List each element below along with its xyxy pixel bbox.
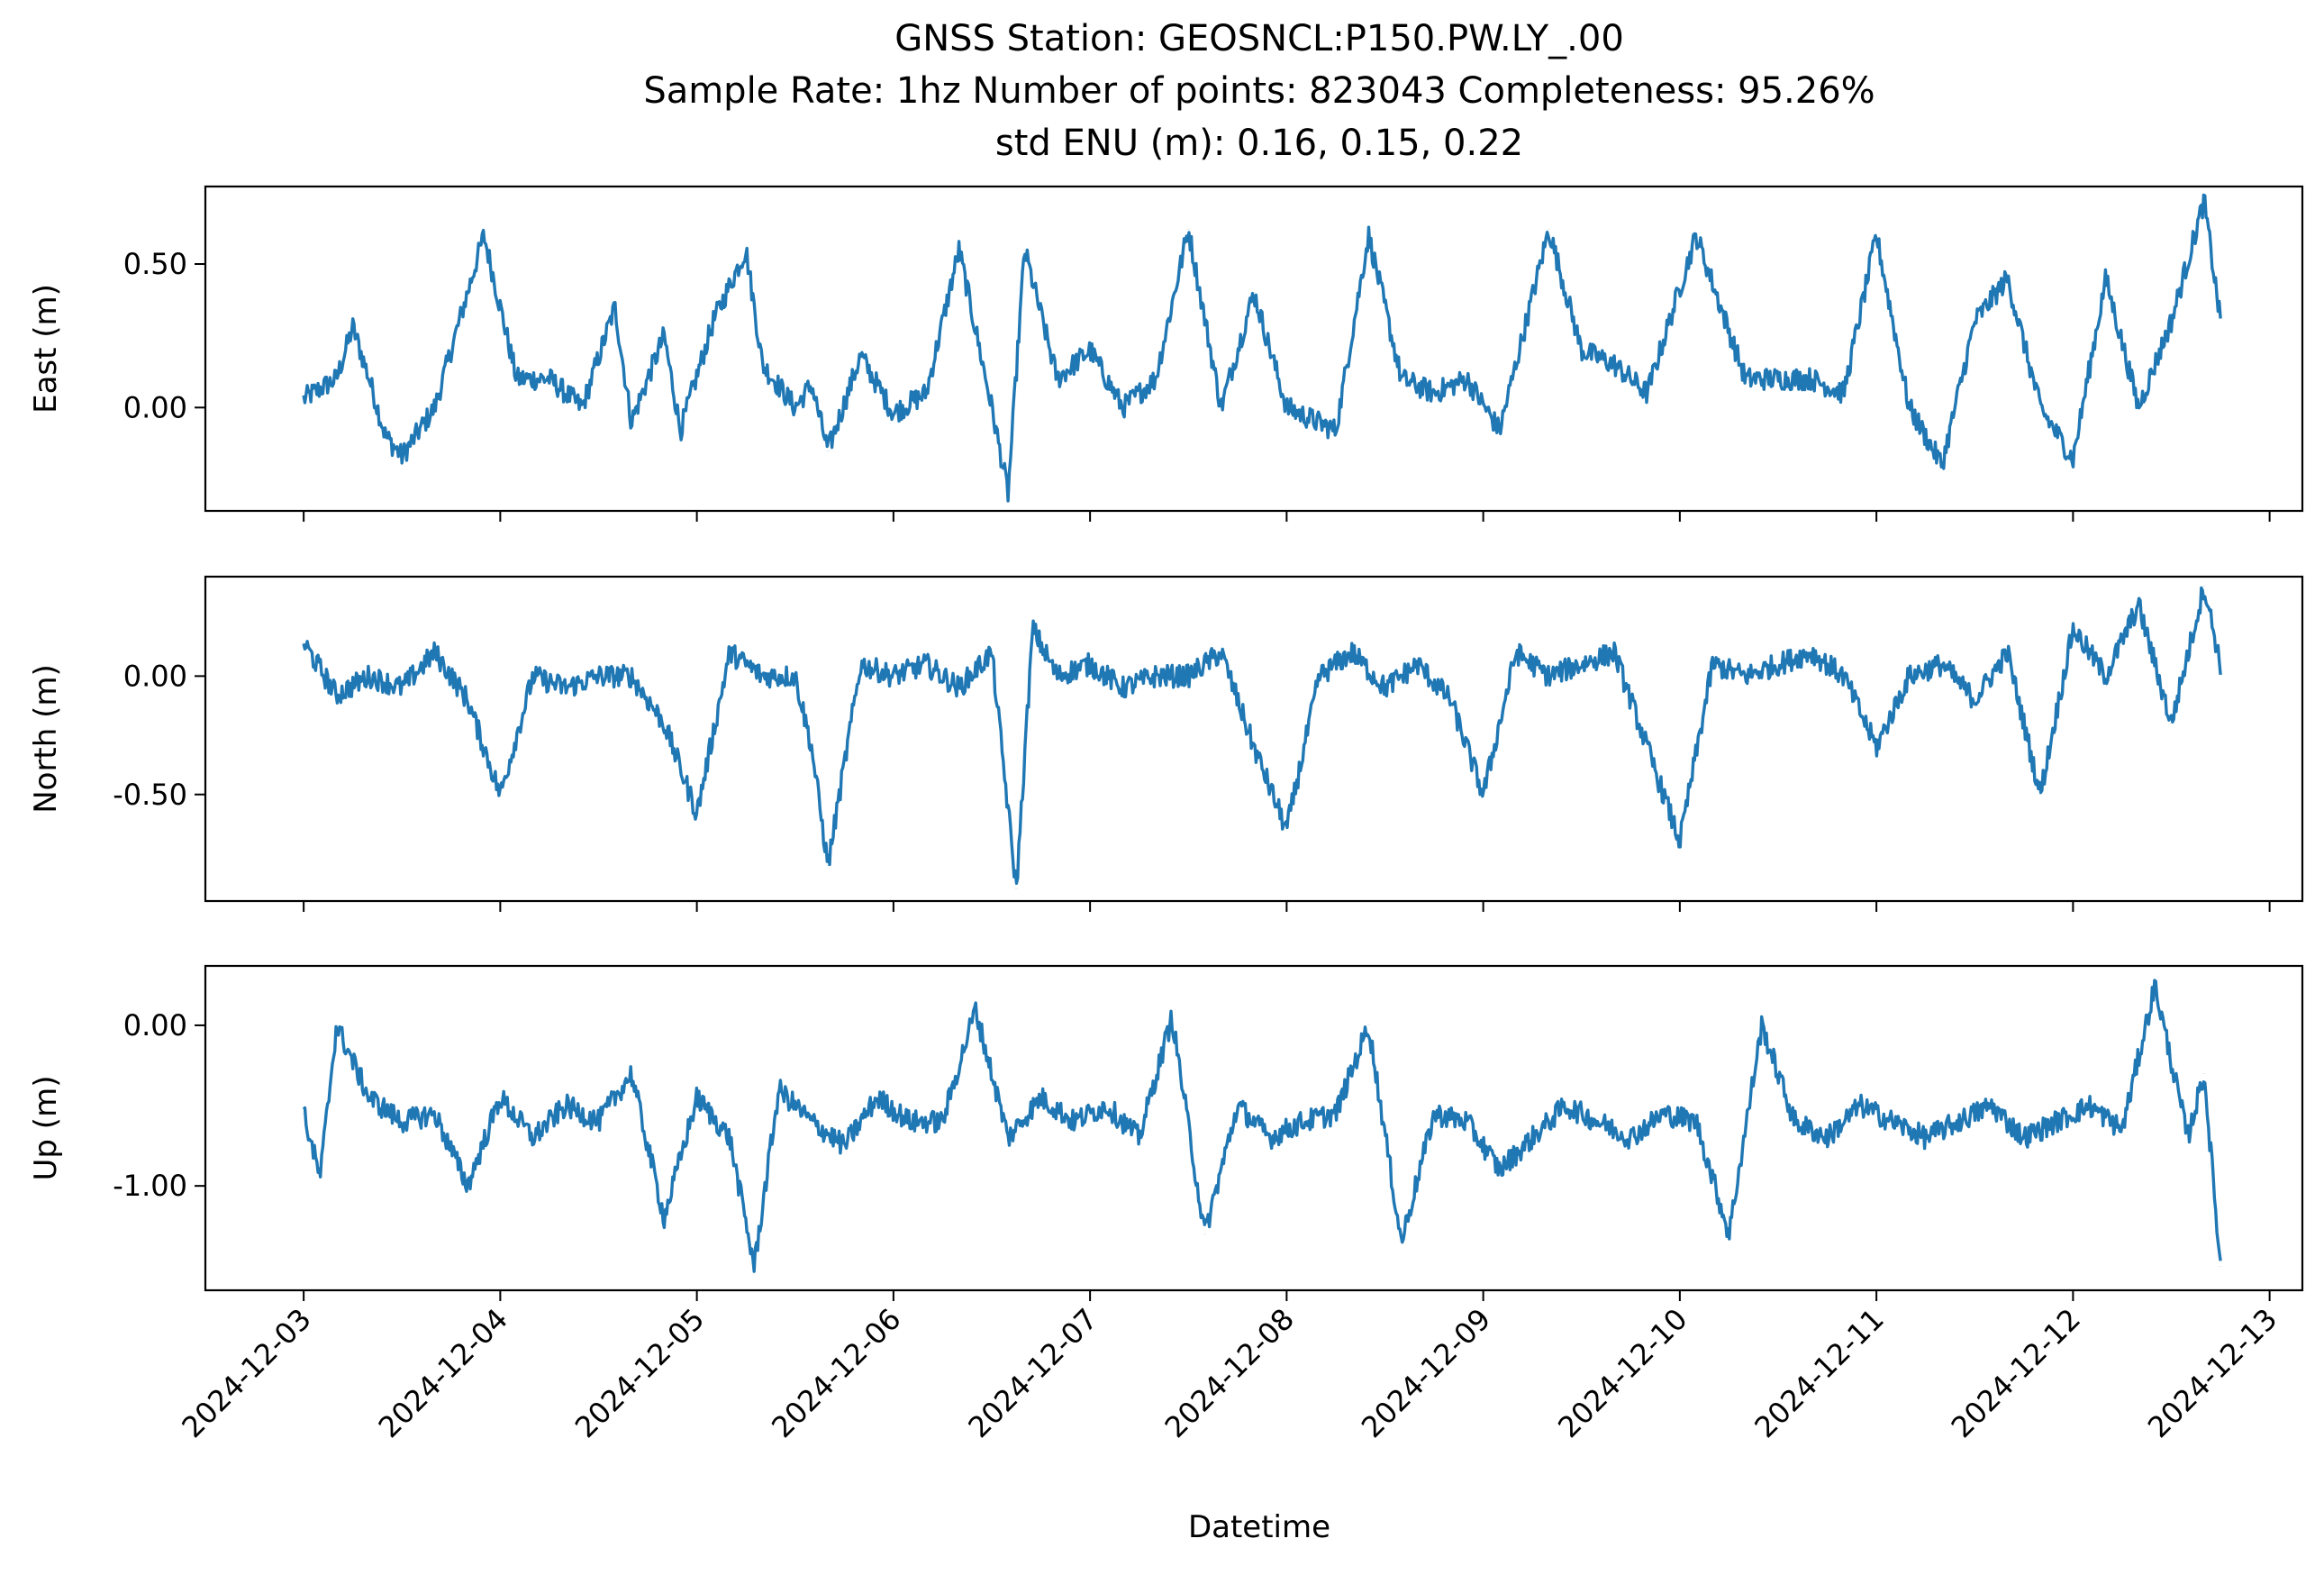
series-line [302, 979, 2222, 1273]
y-tick-label: 0.00 [123, 390, 187, 424]
y-tick-label: 0.00 [123, 1008, 187, 1042]
figure-title-line-2: Sample Rate: 1hz Number of points: 82304… [643, 70, 1875, 112]
axes-frame [204, 964, 2304, 1292]
subplot-2: 0.00 -0.50 North (m) [28, 575, 2304, 912]
y-axis-label: Up (m) [28, 1076, 64, 1181]
y-axis-label: North (m) [28, 664, 64, 814]
figure-title-line-3: std ENU (m): 0.16, 0.15, 0.22 [995, 123, 1523, 164]
axes-frame [204, 575, 2304, 903]
axes-frame [204, 185, 2304, 513]
x-axis-label: Datetime [1188, 1509, 1330, 1545]
figure-title-line-1: GNSS Station: GEOSNCL:P150.PW.LY_.00 [894, 18, 1624, 59]
y-axis-label: East (m) [28, 284, 64, 414]
y-tick-label: -0.50 [113, 778, 187, 812]
y-tick-label: -1.00 [113, 1169, 187, 1203]
subplot-1: 0.00 0.50 East (m) [28, 185, 2304, 522]
series-line [302, 586, 2222, 889]
y-tick-label: 0.50 [123, 247, 187, 281]
y-tick-label: 0.00 [123, 659, 187, 693]
series-line [302, 193, 2222, 503]
